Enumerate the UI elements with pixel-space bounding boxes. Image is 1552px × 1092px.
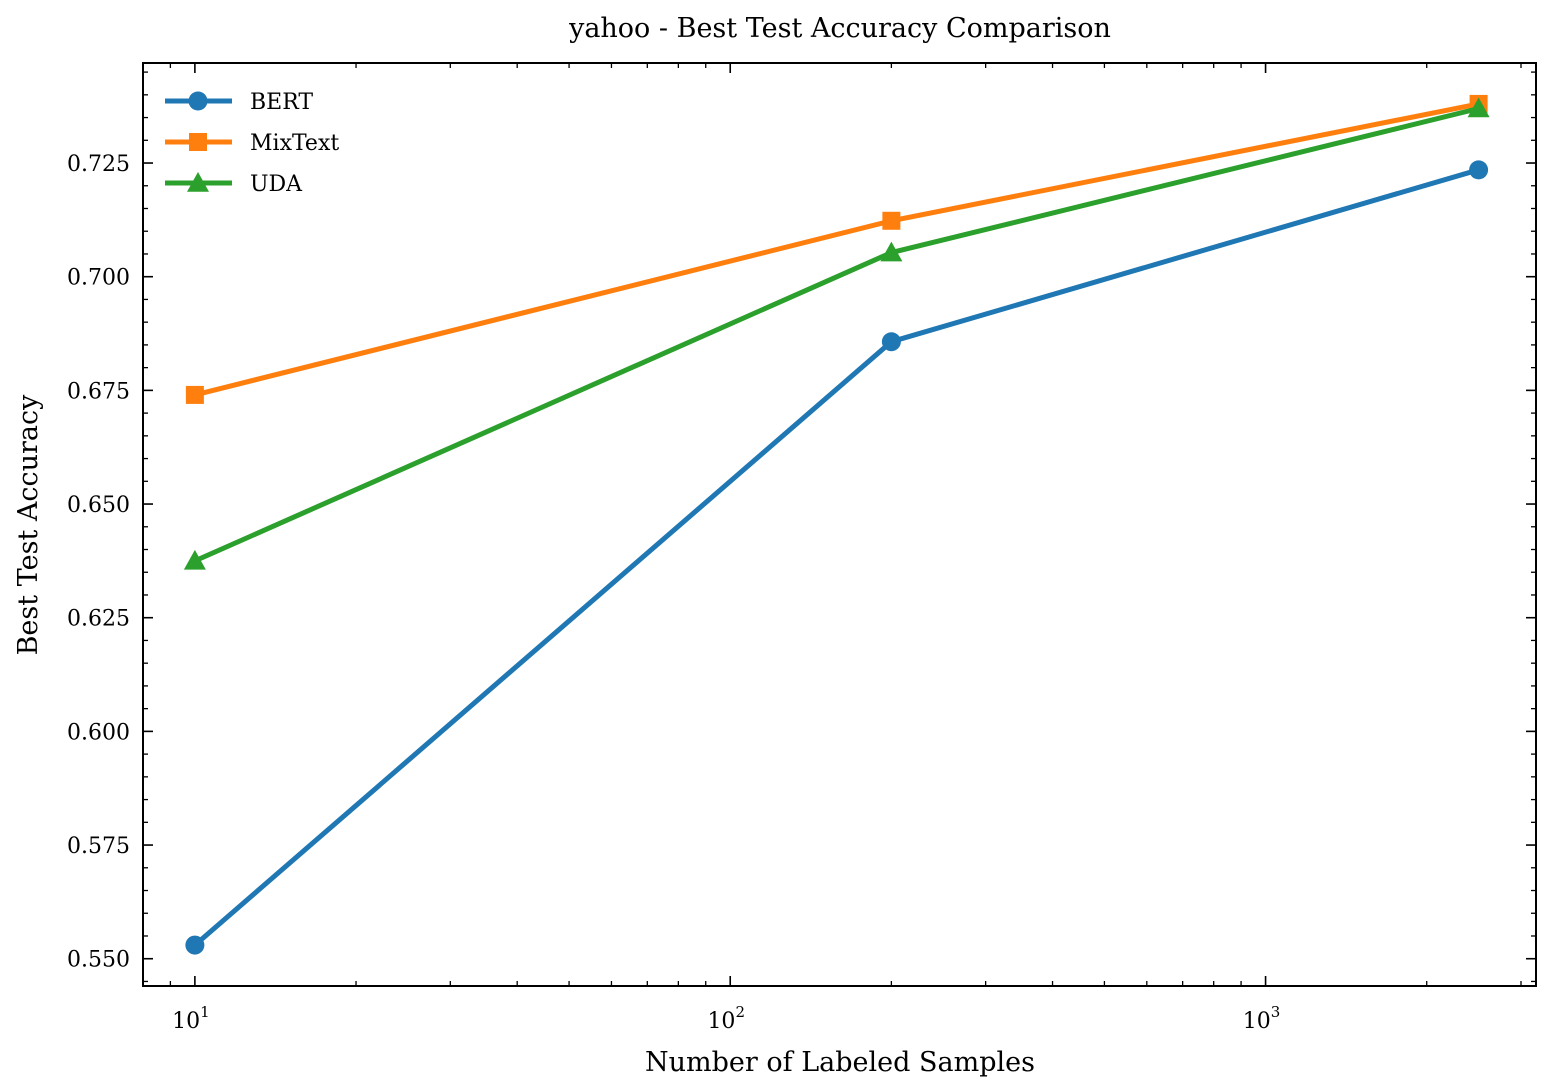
data-point-uda <box>183 549 206 570</box>
x-tick-base: 10 <box>1243 1009 1271 1034</box>
legend-entry-bert: BERT <box>165 90 313 115</box>
legend-marker-uda <box>187 172 209 192</box>
x-tick-label: 103 <box>1243 1003 1281 1034</box>
data-point-bert <box>185 935 205 955</box>
y-tick-label: 0.625 <box>67 607 130 632</box>
x-tick-exponent: 3 <box>1271 1003 1281 1021</box>
data-point-mixtext <box>882 211 901 230</box>
legend-label-mixtext: MixText <box>250 131 339 156</box>
y-tick-label: 0.575 <box>67 834 130 859</box>
y-axis-label: Best Test Accuracy <box>13 394 44 656</box>
chart-title: yahoo - Best Test Accuracy Comparison <box>568 13 1111 44</box>
plot-frame <box>142 62 1537 987</box>
y-tick-label: 0.650 <box>67 493 130 518</box>
data-point-bert <box>1469 160 1489 180</box>
y-tick-label: 0.700 <box>67 266 130 291</box>
series-uda <box>183 97 1490 570</box>
ticks-layer: 0.550 0.575 0.600 0.625 0.650 0.675 0.700 0.725… <box>67 63 1536 1034</box>
series-line-mixtext <box>194 101 1480 398</box>
x-axis-label: Number of Labeled Samples <box>645 1047 1035 1078</box>
series-mixtext <box>185 94 1488 404</box>
legend-marker-mixtext <box>189 133 207 151</box>
data-point-bert <box>881 332 901 352</box>
x-tick-label: 102 <box>707 1003 745 1034</box>
data-point-uda <box>1467 97 1490 118</box>
y-tick-label: 0.725 <box>67 152 130 177</box>
x-tick-exponent: 1 <box>200 1003 210 1021</box>
x-tick-base: 10 <box>172 1009 200 1034</box>
x-tick-base: 10 <box>707 1009 735 1034</box>
legend: BERT MixText UDA <box>165 90 339 197</box>
legend-label-bert: BERT <box>250 90 313 115</box>
series-layer <box>183 94 1490 955</box>
y-tick-label: 0.675 <box>67 379 130 404</box>
legend-entry-mixtext: MixText <box>165 131 339 156</box>
y-tick-label: 0.600 <box>67 720 130 745</box>
legend-label-uda: UDA <box>250 172 303 197</box>
data-point-uda <box>880 241 903 262</box>
y-tick-label: 0.550 <box>67 948 130 973</box>
series-line-bert <box>193 167 1480 947</box>
legend-marker-bert <box>188 91 208 111</box>
data-point-mixtext <box>185 385 204 404</box>
series-bert <box>185 160 1489 955</box>
x-tick-exponent: 2 <box>735 1003 745 1021</box>
series-line-uda <box>193 106 1480 564</box>
x-tick-label: 101 <box>172 1003 210 1034</box>
legend-entry-uda: UDA <box>165 172 303 197</box>
